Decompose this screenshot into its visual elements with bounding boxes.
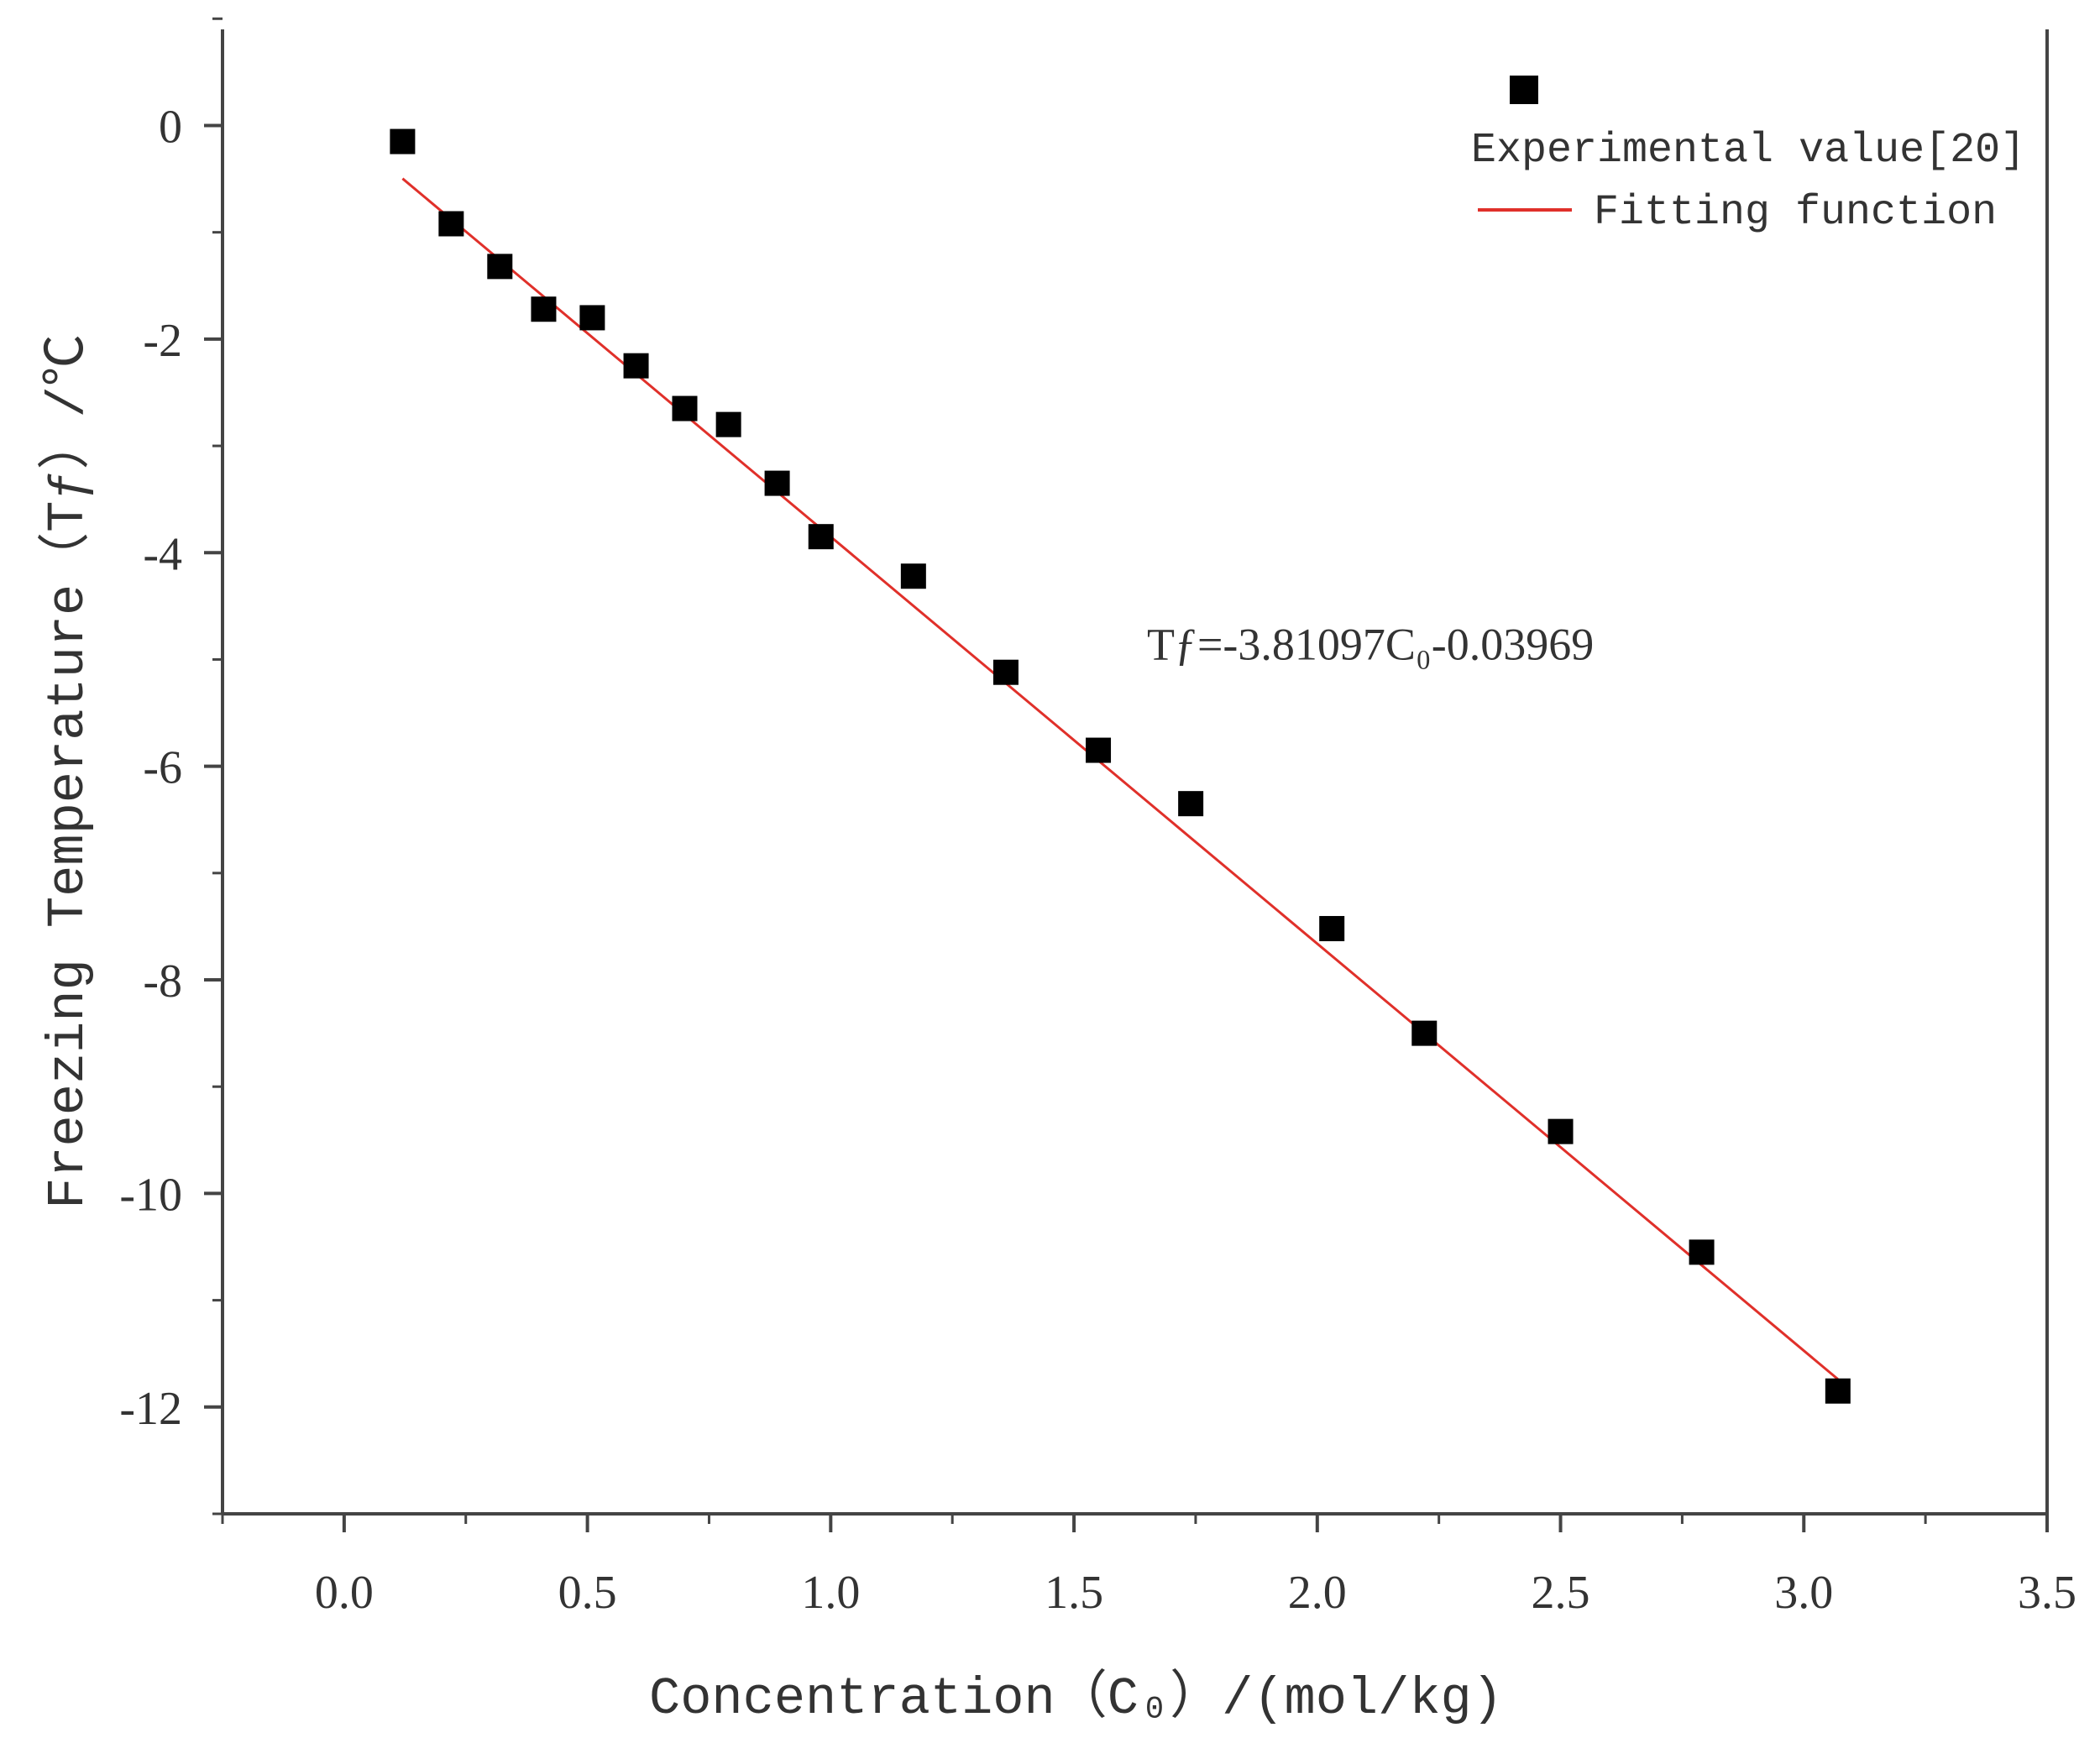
data-point [715, 411, 741, 437]
x-tick-label: 1.5 [1045, 1567, 1103, 1619]
fit-equation-annotation: Tƒ=-3.81097C₀-0.03969 [1147, 619, 1594, 669]
data-point [1411, 1020, 1438, 1046]
data-point [579, 305, 605, 331]
x-axis-title: Concentration（C₀）/(mol/kg) [649, 1667, 1503, 1729]
data-point [900, 563, 926, 589]
data-point [1825, 1378, 1851, 1404]
legend-label-experimental: Experimental value[20] [1471, 127, 2025, 175]
fit-line [401, 177, 1839, 1380]
axes: 0.0 0.5 1.0 1.5 2.0 2.5 3.0 3.5 0 -2 -4 -6 -8 -10 -12 [119, 17, 2076, 1619]
x-tick-label: 0.5 [558, 1567, 617, 1619]
data-point [1086, 737, 1112, 763]
x-tick-label: 2.0 [1288, 1567, 1347, 1619]
data-point [438, 211, 464, 237]
data-point [808, 524, 834, 550]
fit-line-group [401, 177, 1839, 1380]
data-point [1689, 1239, 1715, 1265]
y-tick-label: -6 [143, 742, 182, 794]
y-tick-label: -2 [143, 315, 182, 367]
data-point [672, 395, 698, 421]
data-point [1178, 791, 1204, 817]
y-tick-label: -8 [143, 955, 182, 1008]
x-tick-label: 3.0 [1774, 1567, 1833, 1619]
legend-marker-experimental [1510, 76, 1538, 104]
data-point [1548, 1118, 1574, 1144]
annotations: Tƒ=-3.81097C₀-0.03969 [1147, 619, 1594, 669]
y-tick-label: -4 [143, 528, 182, 580]
x-tick-label: 2.5 [1532, 1567, 1590, 1619]
x-tick-label: 0.0 [315, 1567, 374, 1619]
data-point [487, 254, 513, 280]
y-tick-label: 0 [159, 101, 182, 153]
legend-label-fitting: Fitting function [1594, 189, 1997, 237]
x-tick-label: 1.0 [801, 1567, 860, 1619]
data-point [531, 296, 557, 322]
data-point [390, 128, 416, 154]
data-point [992, 659, 1019, 685]
y-tick-label: -10 [119, 1169, 182, 1221]
axis-titles: Concentration（C₀）/(mol/kg) Freezing Tempe… [37, 334, 1503, 1729]
y-axis-title: Freezing Temperature（Tƒ）/℃ [37, 334, 98, 1209]
data-point [623, 353, 649, 379]
x-tick-label: 3.5 [2018, 1567, 2076, 1619]
scatter-points [390, 128, 1851, 1404]
data-point [764, 470, 790, 496]
legend: Experimental value[20] Fitting function [1471, 76, 2025, 237]
data-point [1319, 915, 1345, 941]
y-tick-label: -12 [119, 1383, 182, 1435]
